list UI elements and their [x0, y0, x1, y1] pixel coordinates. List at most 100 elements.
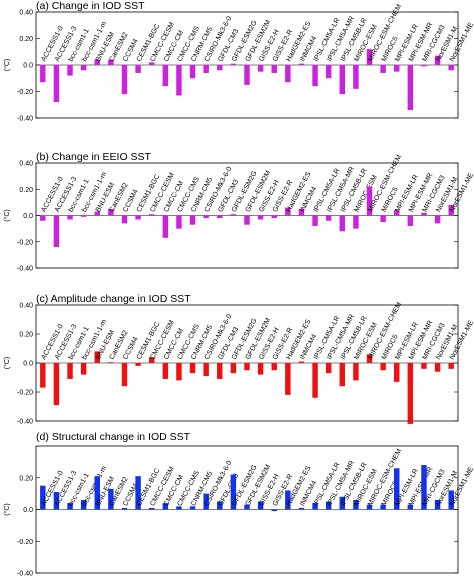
- panel-b-bar: [176, 215, 182, 229]
- panel-d-ytick-label: 0.20: [19, 475, 33, 482]
- panel-d-bar: [108, 488, 114, 510]
- panel-c-bar: [230, 363, 237, 374]
- panel-a-title: (a) Change in IOD SST: [36, 0, 145, 12]
- panel-b-ytick-label: 0.40: [19, 161, 33, 168]
- panel-a-bar: [271, 65, 277, 73]
- panel-c-bar: [434, 363, 441, 372]
- panel-d-bar: [162, 503, 169, 510]
- panel-d-bar: [394, 468, 400, 510]
- panel-b-title: (b) Change in EEIO SST: [36, 151, 152, 163]
- panel-c-bar: [40, 363, 46, 388]
- panel-a-bar: [94, 59, 100, 65]
- panel-c: (c) Amplitude change in IOD SST 0.40 0.20…: [3, 293, 474, 426]
- panel-a-bar: [285, 65, 291, 83]
- panel-a-bar: [148, 62, 155, 65]
- panel-a-bar: [203, 65, 209, 73]
- panel-c-bar: [217, 363, 223, 379]
- panel-c-ytick-label: 0.0: [23, 361, 33, 368]
- panel-d-bar: [217, 501, 223, 510]
- panel-d-bar: [257, 501, 264, 510]
- panel-d-bar: [339, 496, 346, 510]
- panel-a-bar: [80, 65, 87, 71]
- panel-d-bar: [176, 506, 182, 510]
- panel-c-bar: [312, 363, 318, 398]
- panel-b-bar: [285, 207, 291, 216]
- panel-a-bar: [40, 65, 46, 83]
- panel-b-bar: [421, 212, 427, 216]
- panel-d-bar: [380, 504, 386, 510]
- panel-c-ytick-label: -0.40: [17, 419, 33, 426]
- panel-d-ytick-label: -0.40: [17, 571, 33, 578]
- panel-a-bar: [448, 65, 454, 71]
- panel-d-bar: [407, 504, 414, 510]
- panel-a-bar: [135, 65, 141, 73]
- panel-a-bar: [189, 65, 196, 79]
- panel-d-bar: [312, 503, 318, 510]
- panel-a-ytick-label: 0.0: [23, 63, 33, 70]
- panel-a-bar: [176, 65, 182, 96]
- panel-a-bar: [325, 65, 332, 79]
- panel-a: (a) Change in IOD SST 0.40 0.20 0.0 -0.20 -0…: [3, 0, 474, 123]
- panel-d-bar: [421, 465, 427, 510]
- panel-c-bar: [67, 363, 73, 379]
- panel-a-bar: [298, 63, 305, 65]
- panel-a-bar: [407, 65, 414, 111]
- panel-c-bar: [271, 363, 277, 371]
- panel-a-bar: [53, 65, 60, 103]
- panel-a-bar: [108, 59, 114, 65]
- panel-c-bar: [53, 363, 60, 406]
- panel-a-bar: [67, 65, 73, 76]
- panel-a-bar: [312, 65, 318, 87]
- panel-b-bar: [40, 215, 46, 221]
- panel-c-bar: [380, 363, 386, 371]
- panel-d-bar: [230, 474, 237, 510]
- panel-a-bar: [230, 63, 237, 65]
- panel-b-bar: [380, 215, 386, 223]
- panel-c-bar: [80, 363, 87, 375]
- panel-b-bar: [135, 215, 141, 220]
- panel-b-bar: [67, 215, 73, 220]
- panel-c-ytick-label: -0.20: [17, 390, 33, 397]
- panel-b-bar: [448, 205, 454, 216]
- panel-b-ylabel: (°C): [3, 209, 11, 222]
- panel-c-bar: [189, 363, 196, 374]
- panel-b-bar: [53, 215, 60, 247]
- panel-d-title: (d) Structural change in IOD SST: [36, 431, 191, 443]
- panel-c-bar: [285, 363, 291, 395]
- panel-a-ytick-label: 0.20: [19, 36, 33, 43]
- panel-c-bar: [176, 363, 182, 381]
- panel-c-bar: [298, 361, 305, 363]
- panel-c-ytick-label: 0.40: [19, 303, 33, 310]
- panel-d-bar: [121, 507, 128, 510]
- panel-b-bar: [108, 208, 114, 216]
- panel-a-bar: [217, 65, 223, 71]
- panel-d-ylabel: (°C): [3, 503, 11, 516]
- panel-b-bar: [80, 215, 87, 217]
- panel-b-bar: [366, 186, 373, 216]
- panel-d-bar: [366, 504, 373, 510]
- panel-c-title: (c) Amplitude change in IOD SST: [36, 293, 191, 305]
- panel-b-ytick-label: 0.20: [19, 187, 33, 194]
- panel-a-ytick-label: -0.40: [17, 116, 33, 123]
- panel-b-bar: [217, 215, 223, 219]
- panel-d-bar: [148, 507, 155, 510]
- panel-b-bar: [325, 215, 332, 221]
- panel-c-bar: [353, 363, 359, 381]
- panel-c-bar: [203, 363, 209, 377]
- panel-d-bar: [189, 506, 196, 510]
- panel-c-bar: [257, 363, 264, 375]
- panel-a-bar: [244, 65, 250, 85]
- panel-a-bar: [162, 65, 169, 87]
- panel-b-bar: [271, 215, 277, 219]
- panel-d-bar: [244, 504, 250, 510]
- panel-c-bar: [421, 363, 427, 369]
- panel-a-bar: [421, 65, 427, 67]
- panel-a-ytick-label: -0.20: [17, 89, 33, 96]
- panel-d-bar: [353, 499, 359, 510]
- panel-a-bar: [121, 65, 128, 95]
- panel-c-bar: [244, 363, 250, 371]
- panel-b-bar: [353, 215, 359, 229]
- panel-b-bar: [312, 215, 318, 226]
- panel-c-bar: [162, 363, 169, 379]
